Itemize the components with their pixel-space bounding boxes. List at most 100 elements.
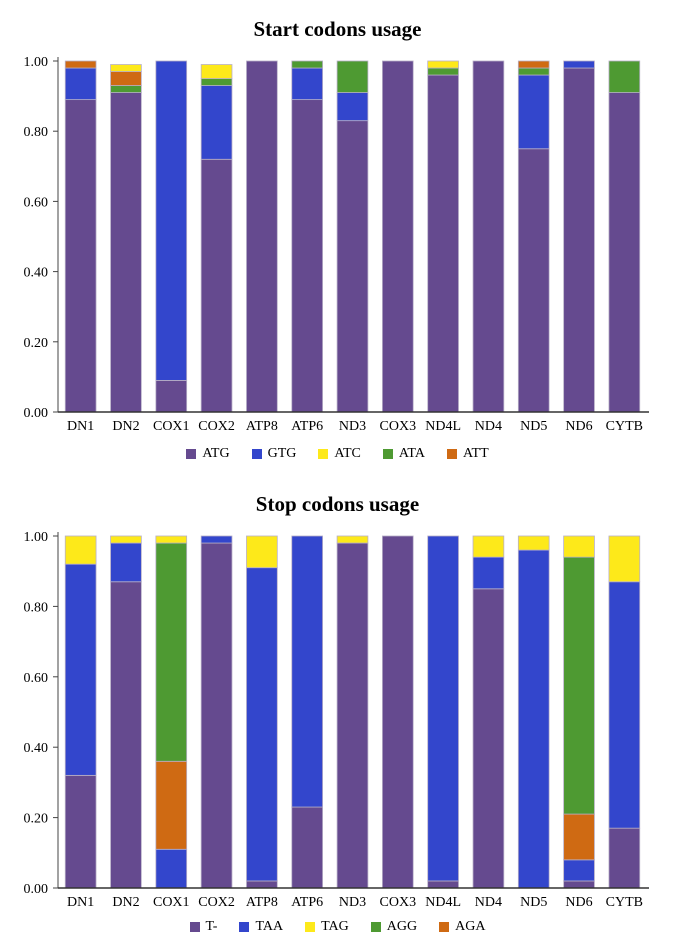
bar-segment-gtg-nd5 [517,74,550,150]
x-tick-label: CYTB [606,419,643,434]
x-tick-label: ND4L [425,895,461,910]
y-tick-label: 0.20 [24,812,49,827]
x-tick-label: ND4L [425,419,461,434]
y-tick-label: 0.20 [24,336,49,351]
y-tick-label: 0.40 [24,741,49,756]
bar-segment-agg-nd6 [563,556,595,815]
bar-segment-att-nd5 [517,60,550,69]
bar-segment-tag-cytb [608,535,641,583]
bar-segment-tag-dn2 [110,535,142,544]
x-tick-label: ND4 [475,419,502,434]
bar-segment-taa-dn1 [64,563,97,776]
x-tick-label: DN2 [112,895,139,910]
y-tick-label: 0.80 [24,125,49,140]
bar-segment-ata-nd3 [336,60,369,93]
bar-segment-t-cox2 [200,542,233,889]
bar-segment-gtg-dn1 [64,67,97,101]
bar-segment-atg-nd4 [472,60,505,413]
bar-segment-atg-nd6 [563,67,595,413]
legend-label: ATC [334,446,361,461]
x-tick-label: COX1 [153,419,190,434]
legend-item-ata: ATA [382,446,425,462]
bar-segment-atc-nd4l [427,60,459,69]
y-tick-label: 0.40 [24,266,49,281]
bar-segment-taa-nd5 [517,549,550,889]
legend-label: GTG [267,446,297,461]
x-tick-label: ND5 [520,895,547,910]
legend-item-taa: TAA [239,919,283,935]
bar-segment-ata-atp6 [291,60,323,69]
bar-segment-atg-cytb [608,92,641,413]
legend-swatch [186,449,197,459]
bar-segment-agg-cox1 [155,542,188,762]
bar-segment-atg-atp8 [246,60,278,413]
y-tick-label: 1.00 [24,55,49,70]
x-tick-label: COX3 [380,895,417,910]
x-tick-label: DN1 [67,895,94,910]
x-tick-label: ND6 [565,419,592,434]
legend-label: TAG [321,919,349,934]
bar-segment-t-cytb [608,827,641,889]
bar-segment-atg-dn1 [64,99,97,413]
bar-segment-gtg-nd6 [563,60,595,69]
bar-segment-gtg-nd3 [336,92,369,122]
x-tick-label: ND5 [520,419,547,434]
x-tick-label: CYTB [606,895,643,910]
legend-swatch [318,449,329,459]
legend-swatch [239,922,250,932]
bar-segment-taa-atp8 [246,567,278,882]
bar-segment-taa-nd4l [427,535,459,882]
bar-segment-taa-cytb [608,581,641,829]
bar-segment-ata-cytb [608,60,641,93]
bar-segment-atc-cox2 [200,64,233,79]
bar-segment-taa-cox1 [155,848,188,889]
x-tick-label: ATP8 [246,895,278,910]
legend-label: ATG [202,446,230,461]
y-tick-label: 1.00 [24,530,49,545]
legend-swatch [251,449,262,459]
bar-segment-t-dn2 [110,581,142,889]
y-tick-label: 0.60 [24,195,49,210]
start-codons-chart: Start codons usage 0.00 0.20 0.40 0.60 0.80 1… [0,0,675,470]
legend-item-atc: ATC [318,446,361,462]
bar-segment-tag-nd3 [336,535,369,544]
legend-swatch [370,922,381,932]
bar-segment-taa-atp6 [291,535,323,808]
legend-label: TAA [255,919,284,934]
bar-segment-gtg-cox2 [200,85,233,160]
bar-segment-t-cox3 [382,535,414,889]
bar-segment-atg-nd5 [517,148,550,413]
y-tick-label: 0.80 [24,600,49,615]
legend-item-aga: AGA [439,919,485,935]
x-tick-label: ATP8 [246,419,278,434]
x-tick-label: ND4 [475,895,502,910]
bar-segment-atg-cox3 [382,60,414,413]
x-tick-label: COX1 [153,895,190,910]
bar-segment-t-atp8 [246,880,278,889]
bar-segment-att-dn1 [64,60,97,69]
x-tick-label: COX3 [380,419,417,434]
legend-item-gtg: GTG [251,446,297,462]
x-tick-label: ATP6 [291,895,323,910]
bar-segment-gtg-atp6 [291,67,323,101]
x-tick-label: COX2 [198,895,235,910]
bar-segment-atg-atp6 [291,99,323,413]
x-tick-label: COX2 [198,419,235,434]
legend-item-tag: TAG [305,919,349,935]
bar-segment-t-nd4l [427,880,459,889]
y-tick-label: 0.60 [24,671,49,686]
x-tick-label: ATP6 [291,419,323,434]
start-chart-title: Start codons usage [253,17,422,41]
y-tick-label: 0.00 [24,406,49,421]
start-chart-legend: ATG GTG ATC ATA ATT [0,446,675,462]
bar-segment-atg-cox2 [200,158,233,413]
bar-segment-taa-cox2 [200,535,233,544]
legend-label: AGA [455,919,486,934]
bar-segment-t-nd3 [336,542,369,889]
bar-segment-aga-cox1 [155,760,188,850]
x-tick-label: ND6 [565,895,592,910]
legend-swatch [446,449,457,459]
stop-chart-title: Stop codons usage [255,492,420,516]
